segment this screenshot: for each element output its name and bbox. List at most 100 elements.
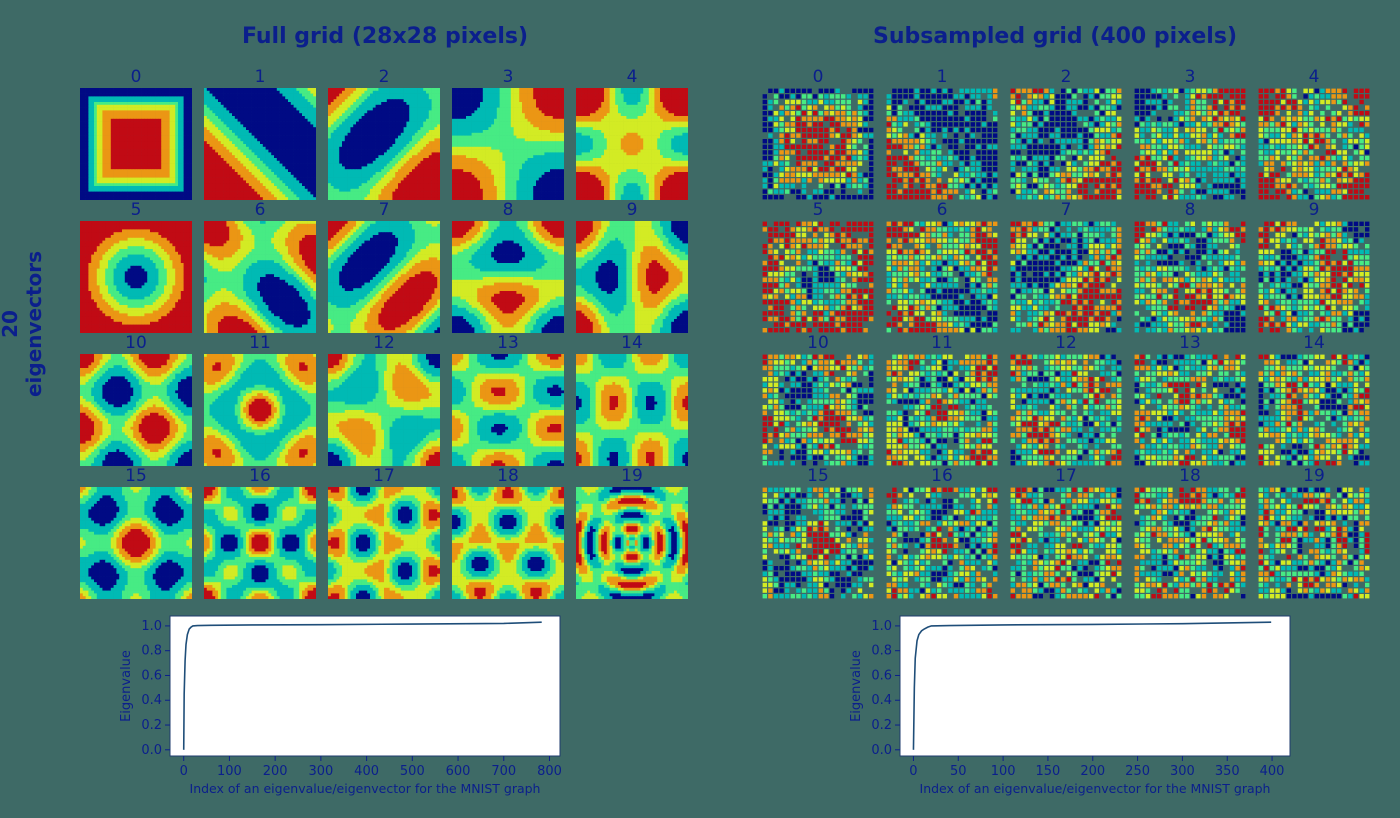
y-tick-label: 1.0 <box>141 619 162 634</box>
eigenvector-panel: 10 <box>762 332 874 466</box>
eigenvector-panel-title: 3 <box>452 66 564 88</box>
eigenvector-heatmap <box>1134 487 1246 599</box>
eigenvector-panel: 6 <box>204 199 316 333</box>
eigenvector-panel: 15 <box>80 465 192 599</box>
y-tick-label: 0.0 <box>141 743 162 758</box>
x-tick-label: 0 <box>909 764 917 779</box>
eigenvector-heatmap <box>328 88 440 200</box>
y-axis-label: Eigenvalue <box>119 650 134 722</box>
x-tick-label: 0 <box>180 764 188 779</box>
y-tick-label: 1.0 <box>871 619 892 634</box>
eigenvector-panel-title: 11 <box>886 332 998 354</box>
eigenvector-heatmap <box>886 221 998 333</box>
full-grid-title: Full grid (28x28 pixels) <box>80 20 690 54</box>
eigenvector-panel: 19 <box>1258 465 1370 599</box>
eigenvector-heatmap <box>452 221 564 333</box>
eigenvector-panel: 5 <box>762 199 874 333</box>
x-tick-label: 200 <box>1080 764 1105 779</box>
eigenvector-panel-title: 7 <box>1010 199 1122 221</box>
eigenvector-panel-title: 5 <box>762 199 874 221</box>
eigenvector-panel-title: 7 <box>328 199 440 221</box>
x-axis-label: Index of an eigenvalue/eigenvector for t… <box>920 781 1271 796</box>
eigenvector-panel-title: 14 <box>576 332 688 354</box>
eigenvector-heatmap <box>452 487 564 599</box>
eigenvector-heatmap <box>886 88 998 200</box>
eigenvector-panel: 14 <box>1258 332 1370 466</box>
x-tick-label: 700 <box>491 764 516 779</box>
y-tick-label: 0.4 <box>871 693 892 708</box>
x-tick-label: 250 <box>1125 764 1150 779</box>
eigenvector-panel-title: 5 <box>80 199 192 221</box>
eigenvector-panel: 16 <box>886 465 998 599</box>
eigenvector-panel-title: 2 <box>328 66 440 88</box>
eigenvector-heatmap <box>204 354 316 466</box>
eigenvector-heatmap <box>576 487 688 599</box>
eigenvector-panel: 13 <box>1134 332 1246 466</box>
full-grid-eigenvalue-plot: 0 100 200 300 400 500 600 700 800 0.0 0.2 0.4 0.6 0.8… <box>119 615 562 796</box>
eigenvector-panel: 12 <box>328 332 440 466</box>
x-tick-label: 200 <box>263 764 288 779</box>
eigenvector-panel: 19 <box>576 465 688 599</box>
eigenvector-panel: 9 <box>1258 199 1370 333</box>
x-axis-label: Index of an eigenvalue/eigenvector for t… <box>190 781 541 796</box>
eigenvalue-series-line <box>912 621 1272 750</box>
eigenvector-heatmap <box>762 88 874 200</box>
eigenvector-panel: 2 <box>1010 66 1122 200</box>
eigenvector-heatmap <box>886 354 998 466</box>
eigenvector-heatmap <box>1010 354 1122 466</box>
eigenvector-heatmap <box>204 88 316 200</box>
eigenvector-panel: 8 <box>452 199 564 333</box>
eigenvector-heatmap <box>1258 354 1370 466</box>
eigenvector-panel-title: 17 <box>1010 465 1122 487</box>
eigenvector-panel-title: 8 <box>1134 199 1246 221</box>
plot-area <box>169 615 561 757</box>
eigenvector-panel-title: 9 <box>1258 199 1370 221</box>
eigenvector-panel-title: 1 <box>204 66 316 88</box>
eigenvector-heatmap <box>80 88 192 200</box>
eigenvector-heatmap <box>1258 487 1370 599</box>
eigenvector-heatmap <box>1010 88 1122 200</box>
eigenvector-panel-title: 4 <box>1258 66 1370 88</box>
eigenvector-panel: 8 <box>1134 199 1246 333</box>
eigenvector-panel-title: 12 <box>328 332 440 354</box>
eigenvector-panel-title: 10 <box>762 332 874 354</box>
eigenvector-heatmap <box>576 221 688 333</box>
eigenvector-panel: 10 <box>80 332 192 466</box>
eigenvector-panel-title: 11 <box>204 332 316 354</box>
x-tick-label: 600 <box>446 764 471 779</box>
eigenvector-panel: 7 <box>1010 199 1122 333</box>
eigenvector-panel-title: 18 <box>1134 465 1246 487</box>
eigenvector-panel-title: 13 <box>452 332 564 354</box>
eigenvector-panel-title: 13 <box>1134 332 1246 354</box>
eigenvector-panel-title: 10 <box>80 332 192 354</box>
eigenvector-heatmap <box>204 221 316 333</box>
eigenvector-panel-title: 15 <box>80 465 192 487</box>
eigenvector-heatmap <box>762 221 874 333</box>
eigenvector-panel: 0 <box>762 66 874 200</box>
eigenvector-panel-title: 6 <box>886 199 998 221</box>
eigenvector-heatmap <box>328 221 440 333</box>
eigenvector-panel-title: 0 <box>762 66 874 88</box>
eigenvector-panel-title: 16 <box>886 465 998 487</box>
eigenvector-heatmap <box>80 354 192 466</box>
eigenvector-panel: 11 <box>204 332 316 466</box>
x-tick-label: 50 <box>950 764 967 779</box>
eigenvector-panel-title: 14 <box>1258 332 1370 354</box>
x-tick-label: 500 <box>400 764 425 779</box>
eigenvector-heatmap <box>80 221 192 333</box>
eigenvector-panel: 16 <box>204 465 316 599</box>
eigenvector-heatmap <box>452 88 564 200</box>
eigenvector-panel-title: 17 <box>328 465 440 487</box>
eigenvector-heatmap <box>576 88 688 200</box>
y-tick-label: 0.6 <box>141 668 162 683</box>
y-tick-label: 0.2 <box>871 718 892 733</box>
eigenvector-panel: 6 <box>886 199 998 333</box>
eigenvector-heatmap <box>328 354 440 466</box>
eigenvector-panel: 18 <box>1134 465 1246 599</box>
eigenvector-panel-title: 4 <box>576 66 688 88</box>
eigenvector-panel: 15 <box>762 465 874 599</box>
eigenvalue-series-line <box>182 621 542 750</box>
x-tick-label: 300 <box>308 764 333 779</box>
x-tick-label: 400 <box>354 764 379 779</box>
eigenvector-panel-title: 6 <box>204 199 316 221</box>
